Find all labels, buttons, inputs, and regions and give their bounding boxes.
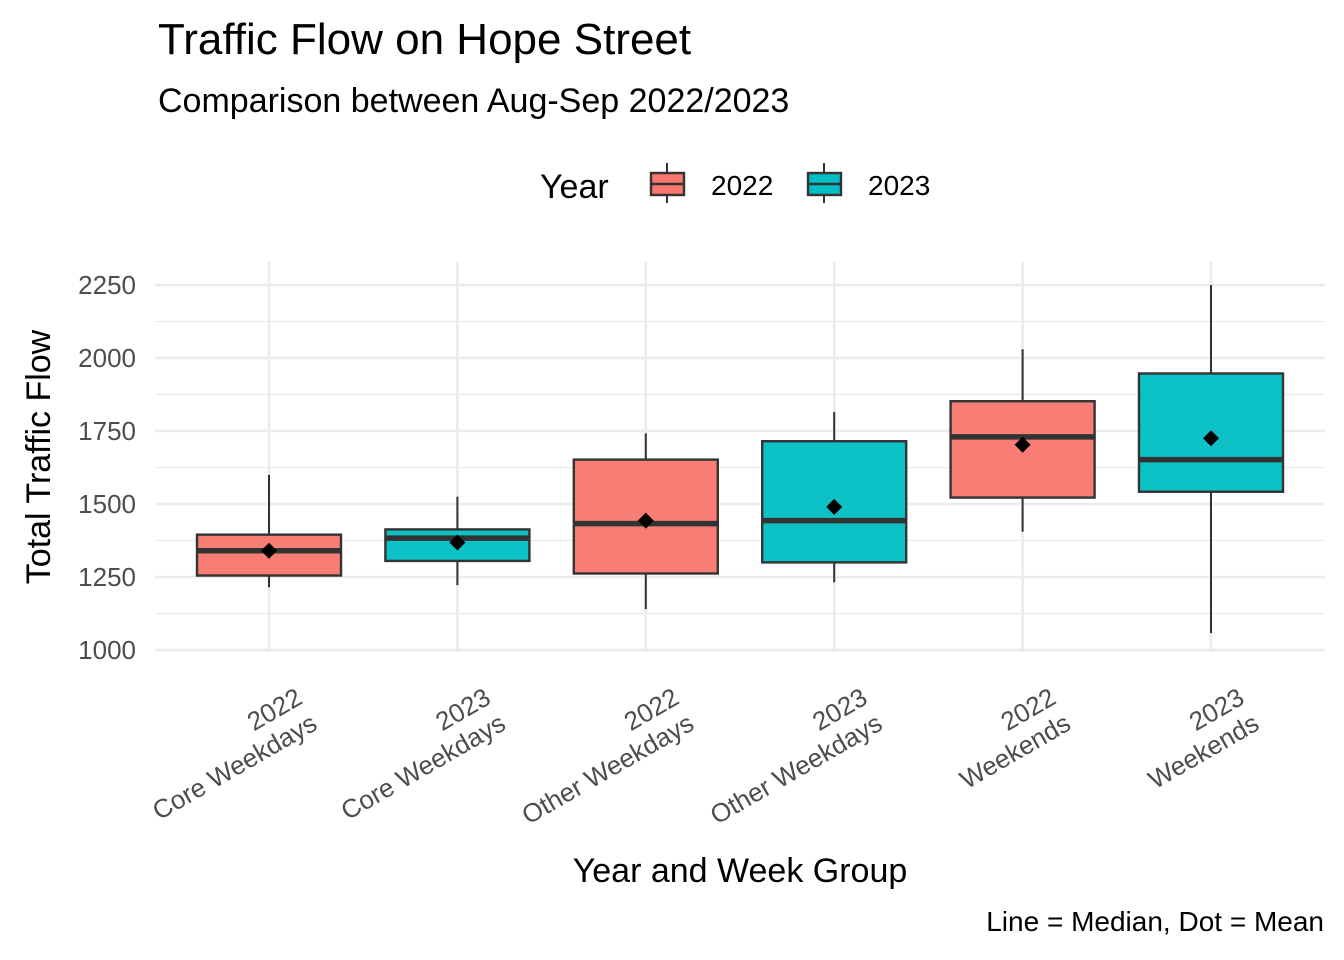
legend-title: Year xyxy=(540,168,609,206)
legend-label: 2022 xyxy=(711,170,773,201)
box-group xyxy=(1137,285,1285,634)
x-tick-label: 2022Core Weekdays xyxy=(132,682,322,826)
x-tick-label-group: Other Weekdays xyxy=(516,708,698,831)
legend: Year 2022 2023 xyxy=(540,163,930,206)
mean-point xyxy=(637,512,654,529)
box-group xyxy=(384,496,531,586)
x-tick-label: 2022Other Weekdays xyxy=(502,682,699,830)
y-tick-label: 1000 xyxy=(78,635,136,665)
x-tick-label-group: Other Weekdays xyxy=(705,708,887,831)
y-axis-ticks: 1000 1250 1500 1750 2000 2250 xyxy=(78,270,136,665)
box-group xyxy=(949,349,1096,532)
legend-label: 2023 xyxy=(868,170,930,201)
x-tick-label: 2022Weekends xyxy=(940,682,1076,795)
y-tick-label: 1750 xyxy=(78,416,136,446)
x-tick-label-group: Core Weekdays xyxy=(147,708,322,826)
chart-subtitle: Comparison between Aug-Sep 2022/2023 xyxy=(158,82,790,120)
y-tick-label: 2250 xyxy=(78,270,136,300)
x-tick-label-group: Core Weekdays xyxy=(336,708,511,826)
y-tick-label: 1250 xyxy=(78,562,136,592)
y-tick-label: 2000 xyxy=(78,343,136,373)
x-tick-label: 2023Weekends xyxy=(1128,682,1264,795)
legend-entry: 2022 xyxy=(649,163,773,203)
x-axis-title: Year and Week Group xyxy=(573,852,908,890)
y-tick-label: 1500 xyxy=(78,489,136,519)
mean-point xyxy=(826,498,843,515)
box-group xyxy=(195,474,343,588)
boxes xyxy=(195,285,1285,634)
x-axis-ticks: 2022Core Weekdays 2023Core Weekdays 2022Ot… xyxy=(132,682,1264,830)
x-tick-label: 2023Core Weekdays xyxy=(321,682,511,826)
x-tick-label: 2023Other Weekdays xyxy=(690,682,887,830)
legend-entry: 2023 xyxy=(806,163,930,203)
mean-point xyxy=(261,542,277,559)
mean-point xyxy=(1203,430,1219,447)
y-axis-title: Total Traffic Flow xyxy=(20,329,58,584)
mean-point xyxy=(449,534,466,551)
chart-caption: Line = Median, Dot = Mean xyxy=(986,906,1324,937)
box-group xyxy=(761,412,908,583)
box-group xyxy=(572,433,719,610)
mean-point xyxy=(1014,436,1031,453)
chart-title: Traffic Flow on Hope Street xyxy=(158,15,692,64)
